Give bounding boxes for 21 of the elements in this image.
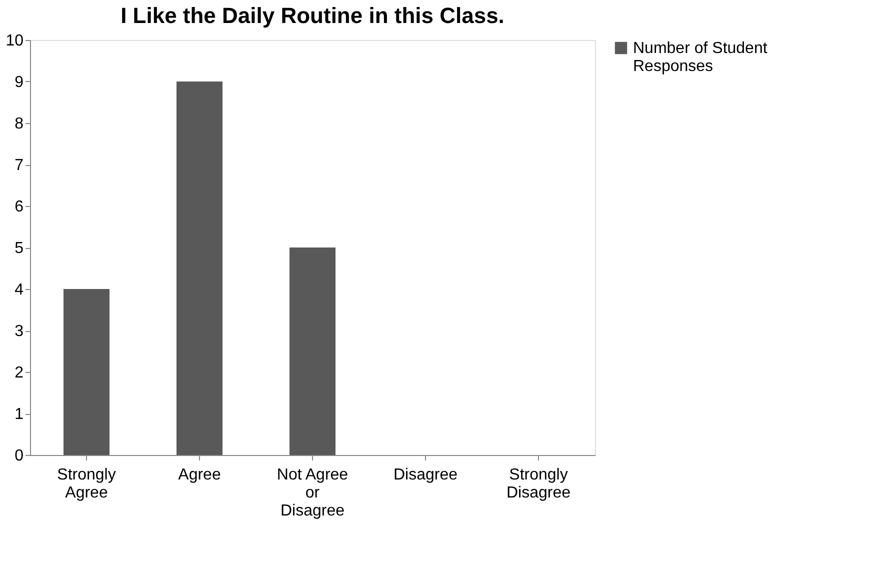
x-tick-label: Not Agree or Disagree [276, 466, 348, 520]
y-tick-label: 8 [14, 116, 24, 132]
y-tick-label: 5 [14, 240, 24, 257]
bar [290, 248, 336, 455]
y-tick-label: 2 [14, 364, 24, 382]
x-tick-label: Strongly Agree [57, 466, 116, 502]
y-tick-label: 3 [14, 323, 24, 340]
bar [64, 289, 110, 455]
y-tick-label: 10 [6, 32, 24, 50]
x-tick-label: Agree [178, 466, 221, 484]
y-tick-label: 6 [14, 198, 24, 216]
x-tick-label: Disagree [393, 466, 458, 484]
bar [176, 82, 222, 455]
y-tick-label: 7 [14, 157, 24, 174]
y-tick-label: 9 [14, 74, 24, 91]
legend-label: Number of Student Responses [633, 40, 768, 75]
chart-title: I Like the Daily Routine in this Class. [120, 3, 504, 28]
y-tick-label: 1 [14, 406, 24, 423]
x-tick-label: Strongly Disagree [506, 466, 571, 502]
y-tick-label: 4 [14, 282, 24, 298]
y-tick-label: 0 [14, 448, 24, 464]
